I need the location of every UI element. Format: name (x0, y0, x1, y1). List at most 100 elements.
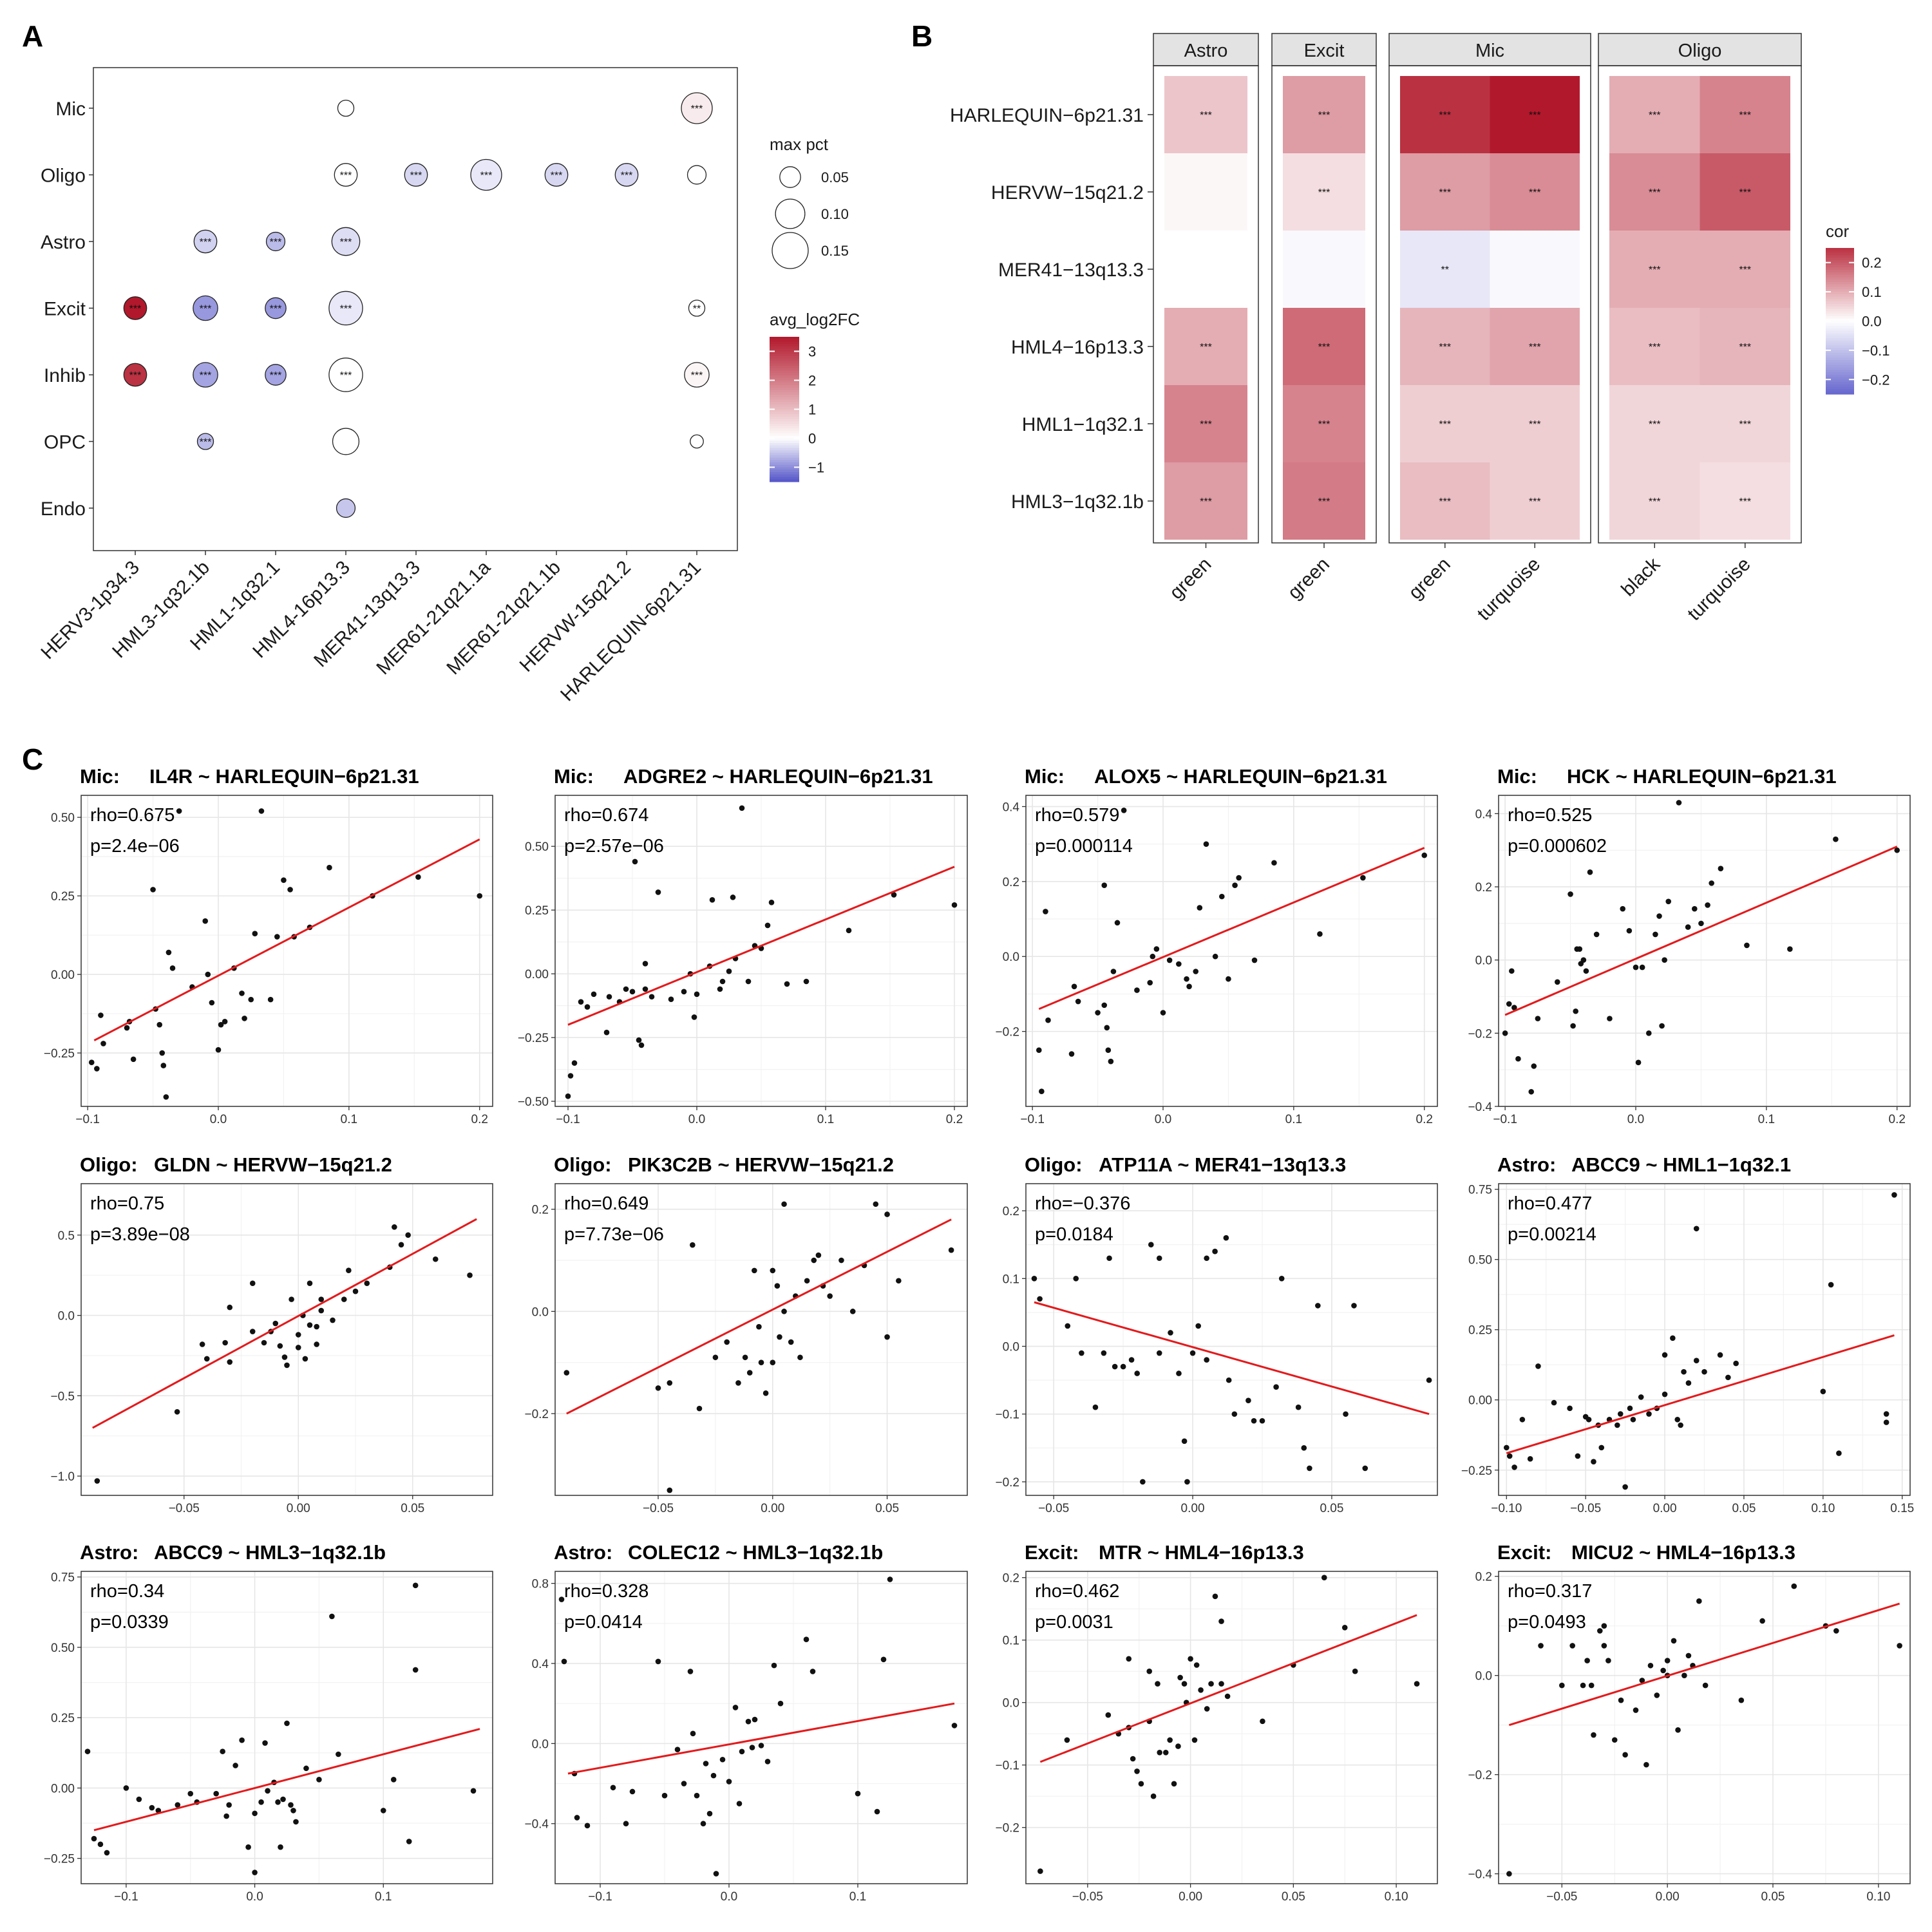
heatmap-col-label: green (1283, 554, 1334, 604)
data-point (252, 1870, 258, 1875)
y-tick-label: 0.1 (1003, 1273, 1019, 1286)
colorbar-segment (770, 440, 799, 444)
colorbar-segment (770, 375, 799, 379)
y-tick-label: Mic (55, 99, 86, 120)
x-tick-label: 0.00 (761, 1502, 784, 1515)
heatmap-cell (1490, 153, 1580, 231)
data-point (1301, 1445, 1307, 1451)
data-point (1647, 1662, 1654, 1669)
heatmap-colorbar-segment (1826, 340, 1854, 344)
plot-cell-type: Mic: (554, 765, 594, 788)
data-point (1675, 1727, 1681, 1733)
plot-title: MICU2 ~ HML4−16p13.3 (1571, 1541, 1795, 1564)
data-point (565, 1093, 571, 1099)
heatmap-cell (1609, 76, 1700, 153)
data-point (1236, 875, 1242, 881)
colorbar-segment (770, 385, 799, 388)
data-point (470, 1788, 477, 1794)
p-value-label: p=0.000602 (1508, 836, 1607, 857)
facet-frame (1388, 65, 1591, 544)
y-tick-label: −0.5 (50, 1390, 75, 1403)
scatter-plot: −0.1 0.0 0.1 −0.4 0.0 0.4 0.8 rho=0.328 p=0.0414… (524, 1541, 968, 1904)
data-point (160, 1063, 167, 1068)
heatmap-colorbar-tick-label: −0.2 (1862, 372, 1889, 388)
heatmap-cell-label: *** (1529, 110, 1541, 121)
data-point (341, 1296, 347, 1302)
plot-frame (1025, 1183, 1438, 1496)
data-point (261, 1340, 267, 1346)
data-point (249, 1329, 256, 1334)
data-point (1759, 1618, 1765, 1624)
regression-line (93, 838, 480, 1041)
dot (196, 433, 214, 450)
rho-label: rho=0.75 (90, 1193, 164, 1214)
heatmap-colorbar-segment (1826, 255, 1854, 258)
heatmap-colorbar-segment (1826, 352, 1854, 356)
data-point (1787, 946, 1793, 952)
data-point (846, 927, 852, 934)
data-point (1653, 931, 1658, 938)
data-point (288, 1802, 294, 1808)
rho-label: rho=−0.376 (1035, 1193, 1130, 1214)
data-point (232, 1763, 238, 1768)
heatmap-colorbar-segment (1826, 262, 1854, 266)
significance-label: *** (129, 370, 142, 381)
data-point (1177, 1674, 1183, 1681)
data-point (1643, 1761, 1649, 1768)
data-point (1162, 1750, 1169, 1756)
data-point (415, 874, 421, 880)
data-point (1114, 920, 1121, 926)
facet-strip-label: Excit (1304, 41, 1345, 61)
data-point (1315, 1303, 1321, 1309)
data-point (136, 1796, 142, 1803)
y-tick-label: OPC (44, 432, 86, 453)
data-point (176, 808, 182, 814)
x-tick-label: 0.2 (471, 1113, 488, 1126)
heatmap-col-label: green (1405, 554, 1455, 604)
data-point (1218, 1618, 1224, 1624)
data-point (768, 899, 775, 905)
data-point (1317, 931, 1323, 937)
data-point (735, 1380, 741, 1386)
data-point (574, 1815, 580, 1821)
heatmap-col-label: green (1166, 554, 1216, 604)
data-point (1607, 1016, 1613, 1021)
data-point (1212, 1248, 1218, 1255)
y-tick-label: 0.2 (1475, 1571, 1492, 1584)
data-point (1271, 860, 1277, 866)
heatmap-cell-label: *** (1439, 187, 1451, 198)
heatmap-row-label: HML3−1q32.1b (1011, 491, 1144, 513)
colorbar-segment (770, 419, 799, 422)
rho-label: rho=0.649 (564, 1193, 649, 1214)
data-point (1601, 1643, 1607, 1649)
heatmap-colorbar-segment (1826, 311, 1854, 314)
colorbar-segment (770, 395, 799, 398)
data-point (655, 1385, 661, 1391)
data-point (327, 864, 332, 871)
regression-line (567, 1702, 955, 1775)
significance-label: *** (340, 171, 352, 182)
data-point (1188, 1656, 1193, 1662)
x-tick-label: 0.1 (1285, 1113, 1302, 1126)
heatmap-cell-label: *** (1439, 419, 1451, 430)
data-point (1633, 1707, 1639, 1713)
data-point (88, 1059, 95, 1065)
heatmap-cell-label: *** (1739, 110, 1751, 121)
y-tick-label: 0.2 (532, 1204, 549, 1217)
x-tick-label: −0.1 (556, 1113, 580, 1126)
data-point (1426, 1377, 1432, 1383)
x-tick-label: 0.1 (849, 1890, 866, 1904)
colorbar-segment (770, 348, 799, 352)
data-point (1251, 1417, 1257, 1424)
data-point (771, 1662, 777, 1669)
data-point (1064, 1737, 1070, 1743)
data-point (1156, 1350, 1162, 1356)
data-point (280, 1796, 286, 1803)
data-point (1104, 1025, 1110, 1031)
y-tick-label: 0.0 (1475, 1670, 1492, 1683)
heatmap-colorbar-segment (1826, 370, 1854, 373)
data-point (1586, 1416, 1592, 1423)
data-point (810, 1669, 816, 1674)
data-point (1176, 1370, 1182, 1376)
y-tick-label: 0.0 (1003, 1697, 1019, 1710)
